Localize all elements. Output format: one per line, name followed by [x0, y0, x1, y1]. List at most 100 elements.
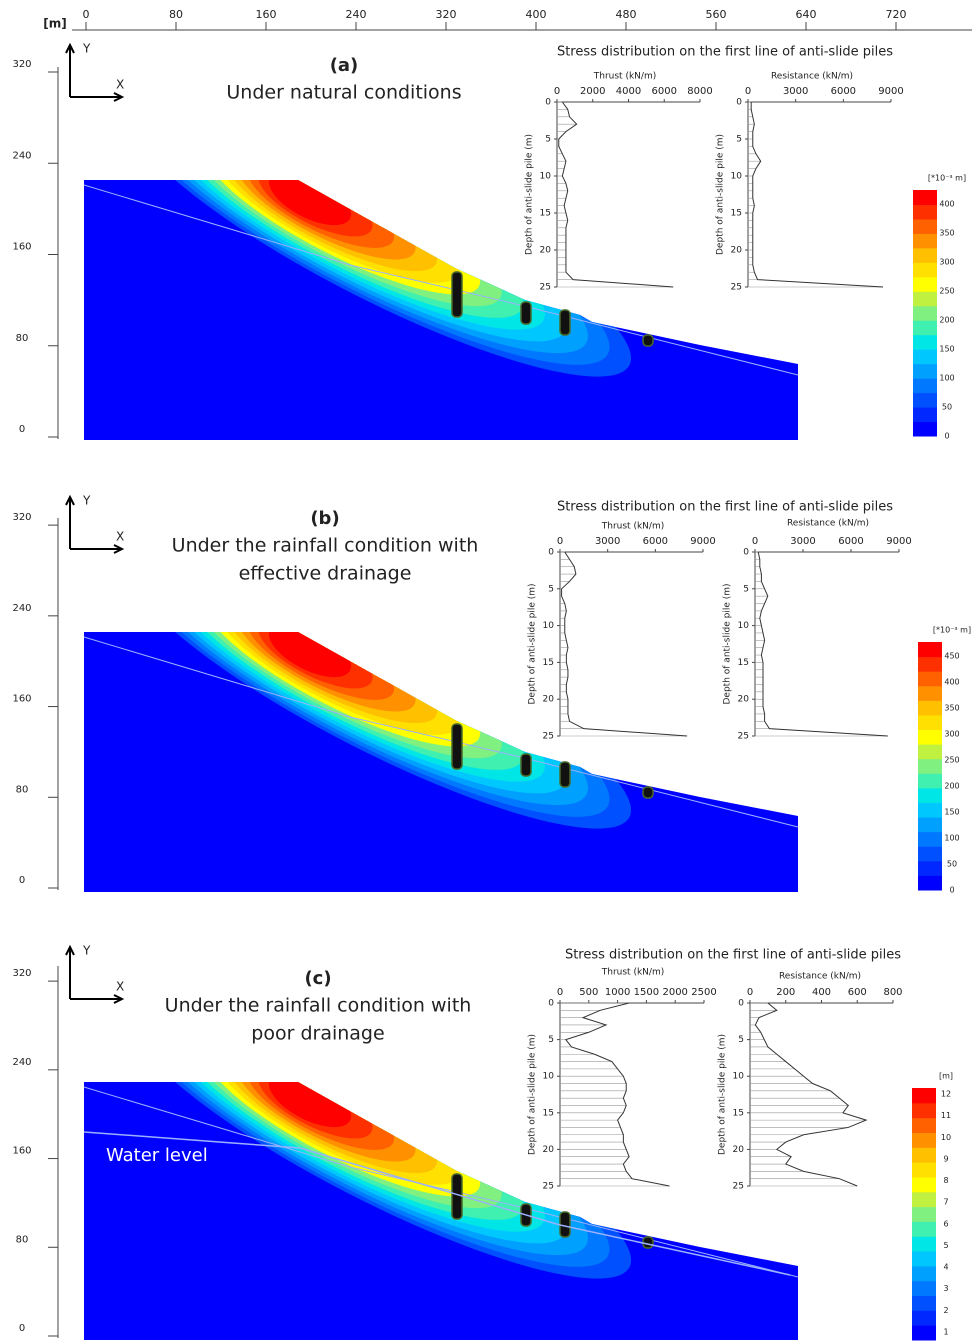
y-tick-label: 240: [12, 603, 31, 614]
mini-y-tick-label: 25: [733, 1182, 744, 1192]
mini-y-tick-label: 0: [743, 548, 749, 558]
colorbar-label: 150: [939, 345, 954, 354]
mini-x-tick-label: 6000: [643, 536, 668, 547]
mini-axis-label: Thrust (kN/m): [593, 72, 656, 82]
colorbar-label: 400: [939, 200, 954, 209]
depth-label: Depth of anti-slide pile (m): [525, 134, 535, 255]
y-tick-label: 320: [12, 968, 31, 979]
stress-title: Stress distribution on the first line of…: [565, 948, 901, 963]
colorbar-unit: [m]: [939, 1072, 953, 1081]
colorbar-cell: [918, 671, 942, 687]
colorbar-cell: [912, 1176, 936, 1193]
colorbar-label: 250: [944, 756, 959, 765]
y-arrow-label: Y: [82, 42, 91, 56]
colorbar-cell: [912, 1265, 936, 1282]
colorbar-cell: [913, 305, 937, 321]
mini-x-tick-label: 0: [557, 987, 563, 998]
colorbar-cell: [918, 817, 942, 833]
ruler-label: 640: [796, 8, 817, 21]
y-tick-label: 320: [12, 512, 31, 523]
y-tick-label: 320: [12, 59, 31, 70]
mini-x-tick-label: 8000: [687, 86, 712, 97]
colorbar-label: 350: [944, 704, 959, 713]
mini-y-tick-label: 5: [743, 584, 749, 594]
colorbar-label: 400: [944, 678, 959, 687]
mini-y-tick-label: 15: [543, 658, 554, 668]
colorbar-cell: [912, 1162, 936, 1178]
y-tick-label: 240: [12, 150, 31, 161]
mini-axis-label: Thrust (kN/m): [601, 522, 664, 532]
mini-axis-label: Thrust (kN/m): [601, 968, 664, 978]
panel-caption: poor drainage: [251, 1023, 384, 1045]
colorbar-label: 11: [941, 1111, 951, 1120]
panel-label: (c): [304, 968, 331, 989]
colorbar-cell: [913, 407, 937, 423]
colorbar-label: 50: [942, 403, 952, 412]
mini-x-tick-label: 2000: [580, 86, 605, 97]
colorbar-label: 100: [939, 374, 954, 383]
x-arrow-label: X: [116, 530, 124, 544]
pile: [642, 786, 654, 799]
pile: [559, 1211, 571, 1238]
mini-x-tick-label: 200: [776, 987, 795, 998]
y-tick-label: 80: [16, 784, 29, 795]
colorbar-cell: [912, 1191, 936, 1208]
ruler-label: 160: [256, 8, 277, 21]
axis-arrow: [65, 944, 125, 1004]
y-tick-label: 80: [16, 333, 29, 344]
depth-label: Depth of anti-slide pile (m): [723, 583, 733, 704]
mini-x-tick-label: 2000: [662, 987, 687, 998]
mini-y-tick-label: 15: [731, 209, 742, 219]
mini-y-tick-label: 15: [543, 1108, 554, 1118]
y-tick-label: 160: [12, 1146, 31, 1157]
mini-y-tick-label: 10: [738, 621, 750, 631]
colorbar-label: 2: [943, 1306, 948, 1315]
colorbar-unit: [*10⁻³ m]: [933, 626, 971, 635]
colorbar-label: 450: [944, 652, 959, 661]
colorbar-cell: [918, 802, 942, 818]
y-arrow-label: Y: [82, 944, 91, 958]
colorbar-cell: [918, 700, 942, 716]
colorbar-cell: [912, 1251, 936, 1267]
y-tick-label: 240: [12, 1057, 31, 1068]
colorbar-cell: [912, 1102, 936, 1119]
mini-x-tick-label: 500: [579, 987, 598, 998]
mini-y-tick-label: 25: [543, 732, 554, 742]
mini-x-tick-label: 800: [883, 987, 902, 998]
ruler-label: 0: [83, 8, 90, 21]
pile: [520, 301, 532, 325]
ruler-label: 320: [436, 8, 457, 21]
mini-x-tick-label: 1000: [605, 987, 630, 998]
colorbar-cell: [912, 1280, 936, 1297]
y-tick-label: 0: [19, 424, 25, 435]
y-tick-label: 160: [12, 242, 31, 253]
colorbar-label: 12: [941, 1090, 951, 1099]
colorbar-cell: [918, 758, 942, 774]
mini-x-tick-label: 600: [848, 987, 867, 998]
colorbar-cell: [913, 349, 937, 365]
colorbar-cell: [913, 392, 937, 408]
mini-x-tick-label: 0: [557, 536, 563, 547]
stress-title: Stress distribution on the first line of…: [557, 500, 893, 515]
mini-axis-label: Resistance (kN/m): [779, 972, 861, 982]
colorbar-label: 10: [941, 1133, 951, 1142]
profile-line: [561, 551, 688, 737]
stress-title: Stress distribution on the first line of…: [557, 45, 893, 60]
mini-x-tick-label: 0: [554, 86, 560, 97]
mini-y-tick-label: 15: [733, 1108, 744, 1118]
mini-x-tick-label: 9000: [690, 536, 715, 547]
ruler-label: 480: [616, 8, 637, 21]
mini-x-tick-label: 400: [812, 987, 831, 998]
pile: [559, 309, 571, 336]
mini-axis-label: Resistance (kN/m): [787, 519, 869, 529]
mini-x-tick-label: 6000: [652, 86, 677, 97]
mini-y-tick-label: 20: [731, 246, 743, 256]
ruler-label: 80: [169, 8, 183, 21]
mini-y-tick-label: 25: [731, 283, 742, 293]
colorbar-cell: [913, 262, 937, 278]
y-tick-label: 80: [16, 1234, 29, 1245]
panel-caption: effective drainage: [239, 563, 412, 585]
mini-axis-label: Resistance (kN/m): [771, 72, 853, 82]
mini-x-tick-label: 3000: [595, 536, 620, 547]
